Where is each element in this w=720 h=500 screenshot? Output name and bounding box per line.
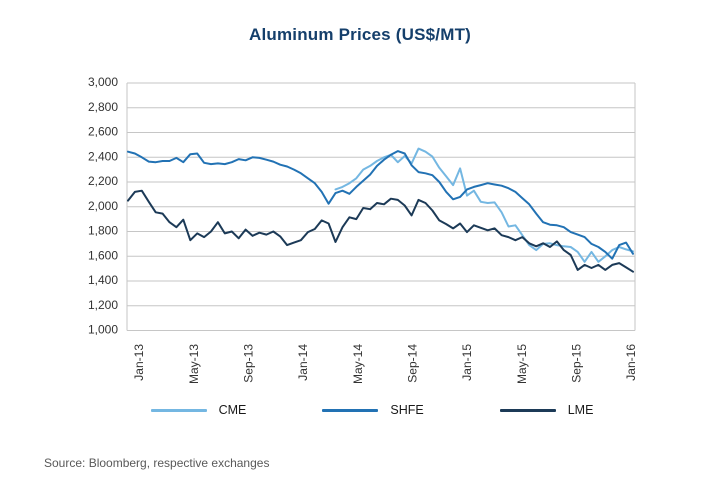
y-axis-tick-label: 1,600 [88,248,118,262]
legend-item-lme: LME [499,403,594,417]
x-axis-tick-label: Jan-14 [296,344,310,381]
x-axis-tick-label: Sep-14 [406,344,420,383]
y-axis-tick-label: 2,400 [88,149,118,163]
series-line-lme [127,189,634,273]
chart-title: Aluminum Prices (US$/MT) [248,25,472,44]
series-line-shfe [127,150,634,260]
legend-item-cme: CME [150,403,247,417]
y-axis-tick-label: 1,800 [88,224,118,238]
x-axis-tick-label: May-13 [187,344,201,384]
x-axis-tick-label: Jan-15 [460,344,474,381]
y-axis-tick-label: 2,200 [88,174,118,188]
legend-swatch-cme [150,408,207,412]
x-axis-tick-label: May-14 [351,344,365,384]
series-line-cme [334,147,634,263]
y-axis-tick-label: 1,000 [88,323,118,337]
y-axis-tick-label: 2,000 [88,199,118,213]
x-axis-tick-label: Sep-13 [242,344,256,383]
legend-label-lme: LME [567,403,594,417]
y-axis-tick-label: 3,000 [88,75,118,89]
chart-legend: CME SHFE LME [12,403,720,417]
legend-label-shfe: SHFE [390,403,424,417]
x-axis-tick-label: May-15 [515,344,529,384]
y-axis-tick-label: 2,800 [88,100,118,114]
legend-item-shfe: SHFE [322,403,424,417]
source-note: Source: Bloomberg, respective exchanges [44,456,270,470]
x-axis-tick-label: Jan-16 [624,344,638,381]
x-axis-tick-label: Jan-13 [132,344,146,381]
y-axis-tick-label: 1,200 [88,298,118,312]
legend-label-cme: CME [218,403,247,417]
x-axis-tick-label: Sep-15 [570,344,584,383]
y-axis-tick-label: 1,400 [88,273,118,287]
legend-swatch-lme [499,408,556,412]
legend-swatch-shfe [322,408,379,412]
y-axis-tick-label: 2,600 [88,125,118,139]
